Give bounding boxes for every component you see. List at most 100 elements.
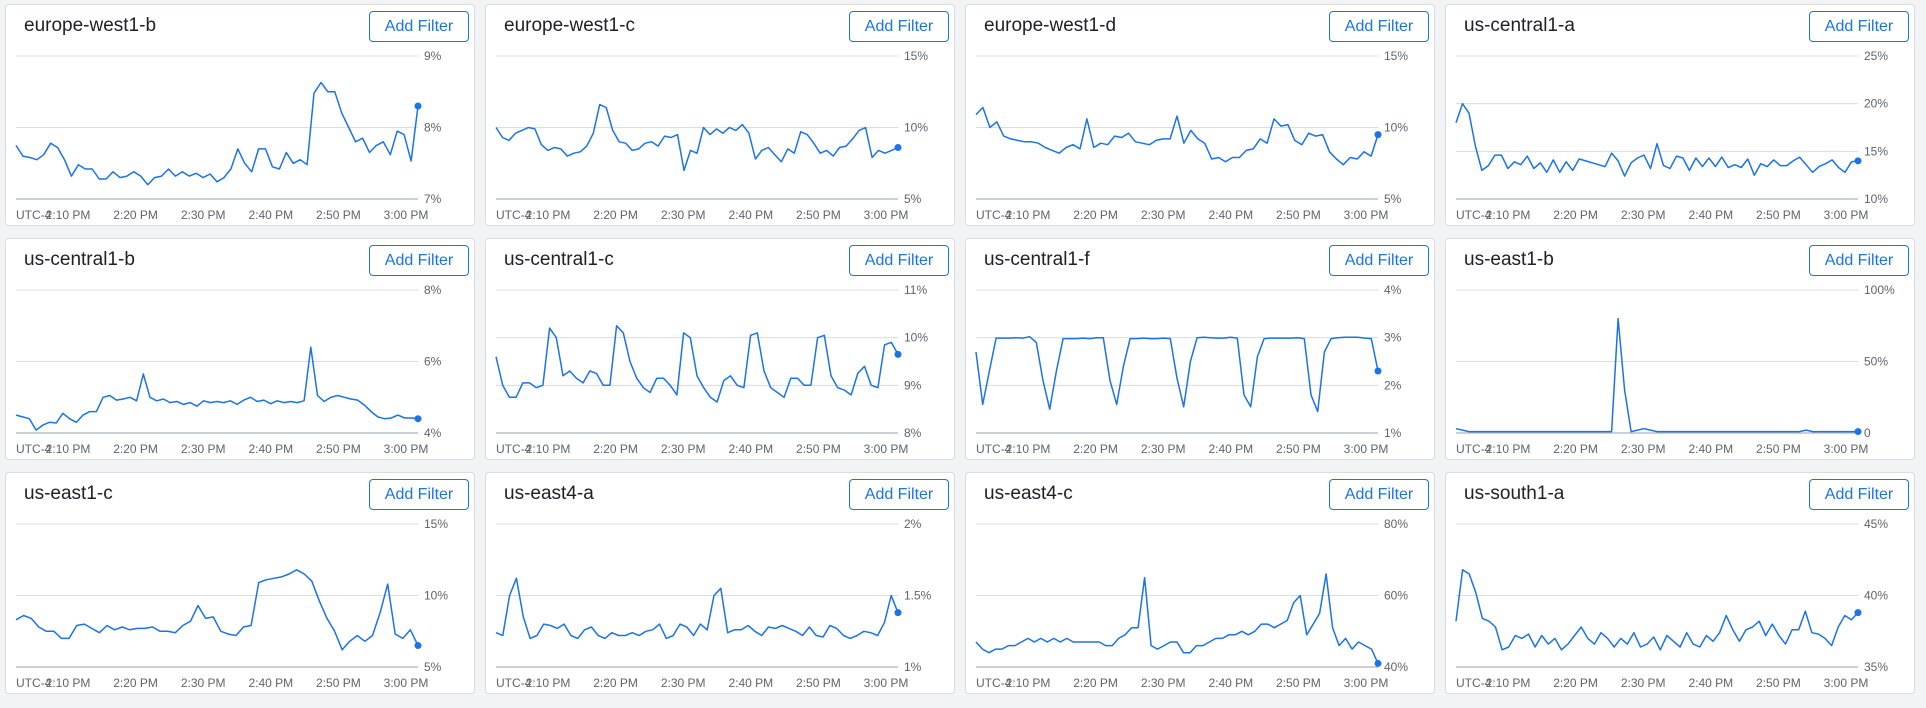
x-tick-label: 2:50 PM — [796, 442, 841, 456]
x-tick-label: 2:40 PM — [248, 442, 293, 456]
x-tick-label: 2:40 PM — [728, 442, 773, 456]
chart-card: 25% 20% 15% 10% UTC-4 2:10 PM 2:20 PM 2:30 PM 2:… — [1445, 4, 1915, 226]
add-filter-button[interactable]: Add Filter — [369, 479, 469, 510]
series-line — [495, 577, 899, 640]
x-tick-label: 3:00 PM — [1344, 442, 1389, 456]
line-chart: 100% 50% 0 UTC-42:10 PM 2:20 PM 2:30 PM 2:40 P… — [1455, 283, 1895, 456]
y-tick-label: 40% — [1384, 660, 1408, 674]
add-filter-button[interactable]: Add Filter — [369, 245, 469, 276]
x-tick-label: 2:20 PM — [593, 442, 638, 456]
x-tick-label: 2:20 PM — [1553, 442, 1598, 456]
chart-card: 11% 10% 9% 8% UTC-4 2:10 PM 2:20 PM 2:30 PM 2:40… — [485, 238, 955, 460]
y-tick-label: 10% — [424, 589, 448, 603]
chart-title: us-central1-a — [1464, 15, 1575, 36]
y-tick-label: 25% — [1864, 49, 1888, 63]
y-tick-label: 10% — [904, 121, 928, 135]
add-filter-button[interactable]: Add Filter — [1809, 479, 1909, 510]
y-tick-label: 15% — [1384, 49, 1408, 63]
x-tick-label: 2:10 PM — [526, 442, 571, 456]
line-chart: 80% 60% 40% UTC-42:10 PM 2:20 PM 2:30 PM 2:40 … — [975, 517, 1408, 690]
x-tick-label: 2:10 PM — [1486, 676, 1531, 690]
y-tick-label: 50% — [1864, 355, 1888, 369]
series-line — [975, 573, 1379, 664]
x-tick-label: 2:30 PM — [1141, 676, 1186, 690]
add-filter-button[interactable]: Add Filter — [1329, 245, 1429, 276]
y-tick-label: 1% — [1384, 426, 1402, 440]
chart-card: 15% 10% 5% UTC-4 2:10 PM 2:20 PM 2:30 PM 2:40 P… — [965, 4, 1435, 226]
x-tick-label: 2:10 PM — [46, 676, 91, 690]
y-tick-label: 1% — [904, 660, 922, 674]
last-point-marker — [1374, 659, 1382, 667]
x-tick-label: 2:20 PM — [1073, 208, 1118, 222]
add-filter-button[interactable]: Add Filter — [849, 11, 949, 42]
x-tick-label: 2:20 PM — [593, 208, 638, 222]
chart-title: europe-west1-b — [24, 15, 157, 36]
x-tick-label: 2:20 PM — [1073, 676, 1118, 690]
x-tick-label: 2:10 PM — [526, 676, 571, 690]
last-point-marker — [894, 350, 902, 358]
x-tick-label: 2:30 PM — [1621, 442, 1666, 456]
chart-card: 4% 3% 2% 1% UTC-4 2:10 PM 2:20 PM 2:30 PM 2:40 P… — [965, 238, 1435, 460]
chart-title: us-central1-b — [24, 249, 135, 270]
series-line — [1455, 569, 1859, 651]
y-tick-label: 10% — [904, 331, 928, 345]
x-tick-label: 3:00 PM — [384, 442, 429, 456]
x-tick-label: 2:30 PM — [1621, 208, 1666, 222]
x-tick-label: 3:00 PM — [1344, 208, 1389, 222]
last-point-marker — [1854, 609, 1862, 617]
y-tick-label: 8% — [424, 283, 442, 297]
last-point-marker — [894, 144, 902, 152]
line-chart: 4% 3% 2% 1% UTC-42:10 PM 2:20 PM 2:30 PM 2:40 P… — [975, 283, 1402, 456]
x-tick-label: 2:10 PM — [1006, 442, 1051, 456]
timezone-label: UTC-4 — [976, 676, 1012, 690]
y-tick-label: 5% — [904, 192, 922, 206]
x-tick-label: 2:50 PM — [1276, 208, 1321, 222]
add-filter-button[interactable]: Add Filter — [1329, 479, 1429, 510]
y-tick-label: 9% — [424, 49, 442, 63]
y-tick-label: 1.5% — [904, 589, 932, 603]
x-tick-label: 2:20 PM — [113, 676, 158, 690]
x-tick-label: 2:20 PM — [593, 676, 638, 690]
x-tick-label: 2:20 PM — [113, 208, 158, 222]
x-tick-label: 2:50 PM — [1756, 208, 1801, 222]
add-filter-button[interactable]: Add Filter — [1809, 11, 1909, 42]
x-tick-label: 2:50 PM — [316, 208, 361, 222]
y-tick-label: 20% — [1864, 97, 1888, 111]
last-point-marker — [1854, 157, 1862, 165]
add-filter-button[interactable]: Add Filter — [1329, 11, 1429, 42]
y-tick-label: 11% — [904, 283, 927, 297]
series-line — [15, 81, 419, 186]
x-tick-label: 2:20 PM — [1553, 676, 1598, 690]
x-tick-label: 2:40 PM — [1688, 676, 1733, 690]
x-tick-label: 3:00 PM — [864, 208, 909, 222]
x-tick-label: 2:50 PM — [316, 442, 361, 456]
x-tick-label: 2:30 PM — [181, 208, 226, 222]
x-tick-label: 3:00 PM — [1824, 208, 1869, 222]
add-filter-button[interactable]: Add Filter — [849, 245, 949, 276]
y-tick-label: 15% — [904, 49, 928, 63]
timezone-label: UTC-4 — [1456, 676, 1492, 690]
last-point-marker — [894, 609, 902, 617]
x-tick-label: 2:10 PM — [1006, 676, 1051, 690]
x-tick-label: 2:50 PM — [1276, 442, 1321, 456]
x-tick-label: 2:10 PM — [1486, 208, 1531, 222]
series-line — [975, 106, 1379, 166]
add-filter-button[interactable]: Add Filter — [849, 479, 949, 510]
add-filter-button[interactable]: Add Filter — [369, 11, 469, 42]
series-line — [1455, 317, 1858, 433]
y-tick-label: 4% — [1384, 283, 1402, 297]
timezone-label: UTC-4 — [976, 208, 1012, 222]
x-tick-label: 2:50 PM — [1276, 676, 1321, 690]
chart-card: 9% 8% 7% UTC-4 2:10 PM 2:20 PM 2:30 PM 2:40 PM 2… — [5, 4, 475, 226]
y-tick-label: 3% — [1384, 331, 1402, 345]
x-tick-label: 2:30 PM — [661, 442, 706, 456]
chart-card: 2% 1.5% 1% UTC-4 2:10 PM 2:20 PM 2:30 PM 2:40 P… — [485, 472, 955, 694]
chart-title: us-central1-f — [984, 249, 1090, 270]
x-tick-label: 2:50 PM — [796, 208, 841, 222]
chart-card: 8% 6% 4% UTC-4 2:10 PM 2:20 PM 2:30 PM 2:40 PM 2… — [5, 238, 475, 460]
line-chart: 15% 10% 5% UTC-42:10 PM 2:20 PM 2:30 PM 2:40 P… — [15, 517, 448, 690]
x-tick-label: 3:00 PM — [1344, 676, 1389, 690]
last-point-marker — [1374, 131, 1382, 139]
add-filter-button[interactable]: Add Filter — [1809, 245, 1909, 276]
